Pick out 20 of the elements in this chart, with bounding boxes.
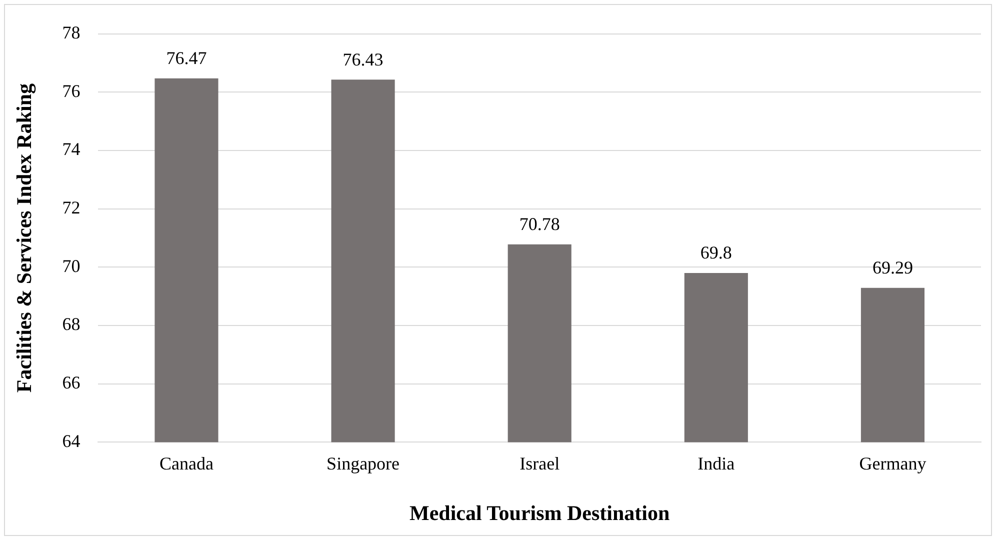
x-axis-title: Medical Tourism Destination bbox=[410, 500, 670, 525]
data-label: 70.78 bbox=[519, 214, 560, 234]
y-tick-label: 78 bbox=[62, 22, 80, 43]
x-tick-label: Singapore bbox=[326, 454, 400, 474]
y-tick-label: 66 bbox=[62, 372, 80, 393]
y-tick-label: 68 bbox=[62, 314, 80, 334]
y-tick-label: 70 bbox=[62, 256, 80, 276]
y-axis-title: Facilities & Services Index Raking bbox=[12, 82, 36, 393]
y-tick-label: 72 bbox=[62, 198, 80, 218]
x-tick-label: India bbox=[698, 454, 735, 474]
y-tick-label: 76 bbox=[62, 80, 80, 101]
data-label: 76.43 bbox=[342, 49, 384, 70]
data-label: 69.8 bbox=[700, 242, 732, 263]
data-label: 69.29 bbox=[872, 258, 913, 278]
data-label: 76.47 bbox=[166, 48, 207, 68]
x-tick-label: Germany bbox=[859, 454, 926, 474]
y-tick-label: 74 bbox=[62, 139, 80, 160]
x-tick-label: Israel bbox=[520, 454, 560, 474]
x-tick-label: Canada bbox=[159, 454, 214, 474]
y-tick-label: 64 bbox=[62, 430, 80, 451]
